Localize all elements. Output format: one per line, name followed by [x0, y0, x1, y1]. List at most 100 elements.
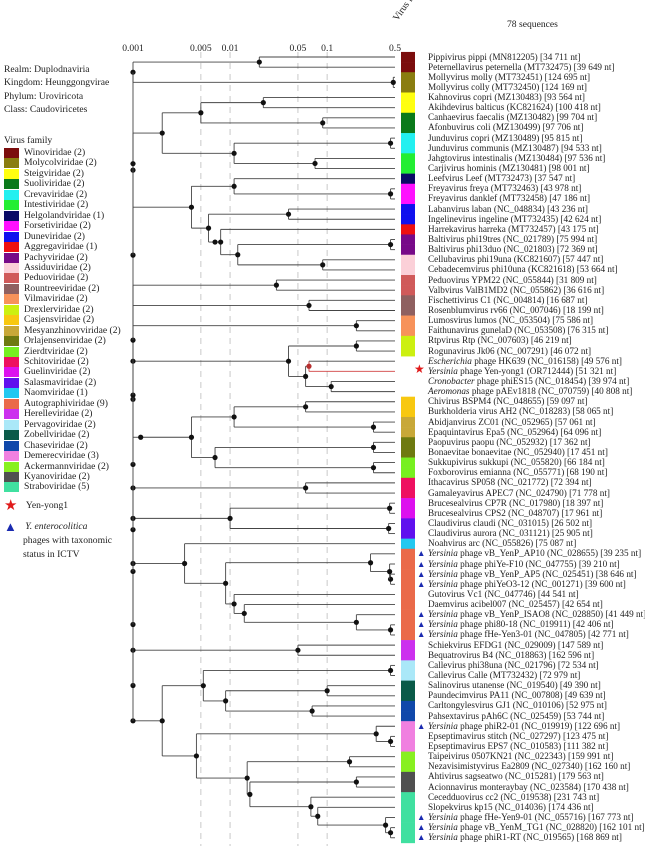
- legend-label: Steigviridae (2): [24, 167, 84, 179]
- taxon-name: Epseptimavirus EPS7 (NC_010583) [111 382…: [428, 741, 609, 752]
- legend-swatch: [4, 482, 19, 493]
- taxon-label: Ahtivirus sagseatwo (NC_015281) [179 563…: [428, 771, 604, 781]
- legend-title: Virus family: [4, 135, 53, 146]
- family-strip-cell: [401, 751, 415, 763]
- legend-label: Aggregaviridae (1): [24, 241, 98, 253]
- taxon-name: Baltivirus phi13duo (NC_021803) [72 369 …: [428, 244, 598, 255]
- legend-swatch: [4, 262, 19, 273]
- node-dot: [315, 813, 321, 819]
- taxon-name: Claudivirus claudi (NC_031015) [26 502 n…: [428, 517, 593, 528]
- family-strip-cell: [401, 812, 415, 823]
- taxon-label: Akihdevirus balticus (KC821624) [100 418…: [428, 102, 601, 112]
- node-dot: [241, 610, 247, 617]
- node-dot: [387, 241, 394, 248]
- taxon-name: Jahgtovirus intestinalis (MZ130484) [97 …: [428, 152, 606, 163]
- legend-swatch: [4, 419, 19, 430]
- legend-label: Crevaviridae (2): [24, 188, 88, 200]
- node-dot: [367, 560, 374, 566]
- legend-label: Intestiviridae (2): [24, 199, 89, 211]
- legend-swatch: [4, 325, 19, 336]
- taxon-label: Rtpvirus Rtp (NC_007603) [46 219 nt]: [428, 335, 572, 345]
- family-strip-cell: [401, 183, 415, 195]
- legend-label: Winoviridae (2): [24, 147, 86, 158]
- legend-swatch: [4, 346, 19, 357]
- taxon-name: Labanvirus laban (NC_048834) [43 236 nt]: [428, 203, 588, 214]
- taxon-label: Yersinia phage phiR1-RT (NC_019565) [168…: [428, 832, 622, 842]
- host-genus: Yersinia: [428, 822, 458, 833]
- family-strip-cell: [401, 700, 415, 712]
- family-strip-cell: [401, 315, 415, 327]
- family-strip-cell: [401, 498, 415, 509]
- family-strip-cell: [401, 528, 415, 539]
- taxon-name: Ahtivirus sagseatwo (NC_015281) [179 563…: [428, 771, 604, 782]
- legend-label: Duneviridae (2): [24, 230, 86, 242]
- node-dot: [295, 647, 301, 653]
- axis-tick-label: 0.1: [321, 43, 334, 54]
- node-dot: [244, 775, 250, 781]
- node-dot: [308, 804, 314, 810]
- triangle-icon: ▲: [417, 629, 426, 640]
- taxon-label: Chivirus BSPM4 (NC_048655) [59 097 nt]: [428, 396, 588, 406]
- family-strip-cell: [401, 508, 415, 519]
- legend-item: Steigviridae (2): [4, 167, 84, 179]
- legend-swatch: [4, 221, 19, 232]
- legend-item: Molycolviridae (2): [4, 158, 97, 169]
- node-dot: [200, 683, 206, 689]
- legend-item: Peduoviridae (2): [4, 273, 88, 284]
- taxon-name: Canhaevirus faecalis (MZ130482) [99 704 …: [428, 112, 598, 123]
- node-dot: [387, 505, 393, 511]
- legend-swatch: [4, 148, 19, 158]
- family-strip-cell: [401, 761, 415, 773]
- legend-item: Salasmaviridae (2): [4, 377, 96, 388]
- taxon-name: Noahvirus arc (NC_055826) [75 087 nt]: [428, 538, 577, 549]
- legend-item: Vilmaviridae (2): [4, 294, 88, 305]
- family-strip-cell: [401, 731, 415, 742]
- taxon-name: Slopekvirus kp15 (NC_014036) [174 436 nt…: [428, 801, 594, 812]
- legend-item: Winoviridae (2): [4, 148, 85, 158]
- taxon-name: Chivirus BSPM4 (NC_048655) [59 097 nt]: [428, 396, 588, 407]
- taxon-label: Brucesealvirus CPS2 (NC_048707) [17 961 …: [428, 508, 602, 518]
- family-strip-cell: [401, 193, 415, 205]
- taxon-name: Pahsextavirus pAh6C (NC_025459) [53 744 …: [428, 710, 605, 721]
- legend-swatch: [4, 430, 19, 441]
- legend-swatch: [4, 315, 19, 326]
- taxon-name: Afonbuvirus coli (MZ130499) [97 706 nt]: [428, 122, 584, 133]
- node-dot: [181, 560, 188, 567]
- node-dot: [309, 708, 315, 714]
- taxon-label: Canhaevirus faecalis (MZ130482) [99 704 …: [428, 112, 597, 122]
- node-dot: [231, 183, 237, 189]
- taxon-name: Bonaevitae bonaevitae (NC_052940) [17 45…: [428, 446, 608, 457]
- node-dot: [346, 759, 353, 765]
- taxon-label: Carltongylesvirus GJ1 (NC_010106) [52 97…: [428, 700, 607, 710]
- family-strip-cell: [401, 711, 415, 722]
- family-strip-cell: [401, 345, 415, 357]
- taxon-name: Epaquintavirus Epa5 (NC_052964) [64 096 …: [428, 426, 602, 437]
- legend-item: Suoliviridae (2): [4, 179, 84, 190]
- family-strip-cell: [401, 437, 415, 448]
- host-genus: Yersinia: [428, 619, 458, 630]
- legend-label: Mesyanzhinovviridae (2): [24, 324, 121, 336]
- node-dot: [353, 619, 359, 625]
- taxon-name: phage vB_YenP_AP10 (NC_028655) [39 235 n…: [457, 548, 642, 559]
- taxon-name: Junduvirus communis (MZ130487) [94 533 n…: [428, 142, 602, 153]
- node-dot: [223, 580, 229, 586]
- taxon-name: Carltongylesvirus GJ1 (NC_010106) [52 97…: [428, 700, 607, 711]
- taxon-label: Yersinia phage vB_YenP_AP10 (NC_028655) …: [428, 548, 641, 558]
- node-dot: [212, 454, 218, 461]
- taxon-name: Peternellavirus peternella (MT732475) [3…: [428, 61, 615, 72]
- legend-item: Schitoviridae (2): [4, 357, 89, 367]
- taxon-name: Callevirus phi38una (NC_021796) [72 534 …: [428, 659, 599, 670]
- taxon-label: Peternellavirus peternella (MT732475) [3…: [428, 62, 615, 72]
- family-strip-cell: [401, 62, 415, 73]
- node-dot: [387, 576, 394, 582]
- taxon-name: phage vB_YenM_TG1 (NC_028820) [162 101 n…: [457, 822, 645, 833]
- taxon-label: Rogunavirus Jk06 (NC_007291) [46 072 nt]: [428, 346, 591, 356]
- axis-tick-label: 0.005: [190, 43, 212, 54]
- taxon-name: Ithacavirus SP058 (NC_021772) [72 394 nt…: [428, 477, 592, 488]
- taxon-label: Cellubavirus phi19una (KC821607) [57 447…: [428, 254, 603, 264]
- taxon-name: Brucesealvirus CPS2 (NC_048707) [17 961 …: [428, 507, 603, 518]
- taxon-label: Brucesealvirus CP7R (NC_017980) [18 397 …: [428, 498, 603, 508]
- host-genus: Yersinia: [428, 832, 458, 843]
- family-strip-cell: [401, 254, 415, 266]
